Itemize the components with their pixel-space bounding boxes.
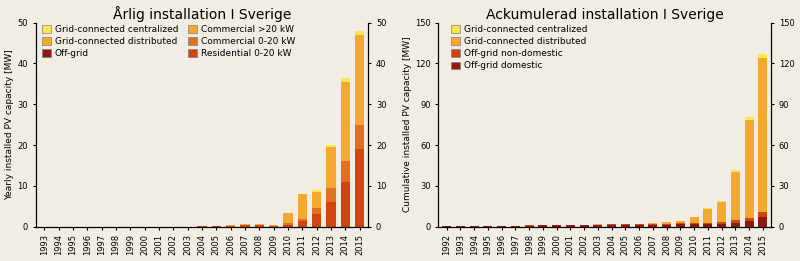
Bar bbox=[745, 221, 754, 227]
Bar bbox=[312, 190, 322, 192]
Bar bbox=[483, 226, 492, 227]
Bar bbox=[538, 226, 547, 227]
Bar bbox=[758, 212, 767, 217]
Bar bbox=[648, 225, 658, 227]
Bar bbox=[240, 225, 250, 226]
Bar bbox=[634, 224, 643, 225]
Bar bbox=[269, 226, 278, 227]
Bar bbox=[731, 223, 740, 227]
Bar bbox=[690, 224, 698, 227]
Bar bbox=[470, 226, 478, 227]
Bar bbox=[298, 194, 307, 218]
Bar bbox=[283, 225, 293, 227]
Bar bbox=[594, 224, 602, 225]
Bar bbox=[676, 224, 685, 227]
Bar bbox=[717, 224, 726, 227]
Bar bbox=[341, 78, 350, 82]
Bar bbox=[662, 222, 671, 224]
Bar bbox=[326, 202, 336, 227]
Bar bbox=[621, 225, 630, 227]
Bar bbox=[355, 31, 364, 35]
Bar bbox=[648, 223, 658, 224]
Bar bbox=[312, 208, 322, 215]
Bar bbox=[731, 172, 740, 221]
Bar bbox=[703, 223, 712, 224]
Bar bbox=[525, 225, 534, 226]
Bar bbox=[240, 224, 250, 225]
Bar bbox=[525, 226, 534, 227]
Bar bbox=[312, 192, 322, 208]
Bar bbox=[717, 222, 726, 224]
Bar bbox=[497, 226, 506, 227]
Legend: Grid-connected centralized, Grid-connected distributed, Off-grid non-domestic, O: Grid-connected centralized, Grid-connect… bbox=[450, 23, 590, 72]
Y-axis label: Yearly installed PV capacity [MW]: Yearly installed PV capacity [MW] bbox=[6, 49, 14, 200]
Y-axis label: Cumulative installed PV capacity [MW]: Cumulative installed PV capacity [MW] bbox=[403, 37, 412, 212]
Bar bbox=[703, 224, 712, 227]
Bar bbox=[758, 54, 767, 58]
Bar bbox=[676, 221, 685, 223]
Bar bbox=[212, 226, 221, 227]
Bar bbox=[594, 225, 602, 227]
Bar bbox=[355, 35, 364, 125]
Bar bbox=[254, 226, 264, 227]
Bar bbox=[731, 221, 740, 223]
Bar bbox=[745, 218, 754, 221]
Bar bbox=[254, 224, 264, 225]
Bar bbox=[676, 223, 685, 224]
Bar bbox=[326, 188, 336, 202]
Title: Ackumulerad installation I Sverige: Ackumulerad installation I Sverige bbox=[486, 8, 723, 21]
Bar bbox=[634, 225, 643, 227]
Bar bbox=[283, 223, 293, 225]
Bar bbox=[745, 120, 754, 218]
Bar bbox=[254, 225, 264, 226]
Bar bbox=[580, 225, 589, 227]
Bar bbox=[341, 161, 350, 182]
Bar bbox=[355, 149, 364, 227]
Bar bbox=[298, 218, 307, 221]
Bar bbox=[758, 58, 767, 212]
Bar bbox=[745, 117, 754, 120]
Bar bbox=[703, 209, 712, 223]
Bar bbox=[240, 226, 250, 227]
Bar bbox=[717, 201, 726, 202]
Bar bbox=[226, 226, 235, 227]
Legend: Commercial >20 kW, Commercial 0-20 kW, Residential 0-20 kW: Commercial >20 kW, Commercial 0-20 kW, R… bbox=[186, 23, 297, 60]
Bar bbox=[717, 202, 726, 222]
Bar bbox=[607, 224, 616, 225]
Bar bbox=[326, 147, 336, 188]
Bar bbox=[662, 224, 671, 227]
Bar bbox=[283, 213, 293, 223]
Bar bbox=[552, 225, 561, 227]
Title: Årlig installation I Sverige: Årlig installation I Sverige bbox=[113, 5, 291, 21]
Bar bbox=[341, 82, 350, 161]
Bar bbox=[621, 224, 630, 225]
Bar bbox=[312, 215, 322, 227]
Bar bbox=[341, 182, 350, 227]
Bar bbox=[355, 125, 364, 149]
Bar bbox=[511, 226, 520, 227]
Bar bbox=[538, 225, 547, 226]
Bar bbox=[758, 217, 767, 227]
Bar bbox=[690, 217, 698, 223]
Bar bbox=[731, 170, 740, 172]
Bar bbox=[648, 224, 658, 225]
Bar bbox=[298, 221, 307, 227]
Bar bbox=[326, 145, 336, 147]
Bar bbox=[566, 225, 575, 227]
Bar bbox=[690, 223, 698, 224]
Bar bbox=[607, 225, 616, 227]
Bar bbox=[456, 226, 465, 227]
Bar bbox=[442, 226, 451, 227]
Bar bbox=[703, 208, 712, 209]
